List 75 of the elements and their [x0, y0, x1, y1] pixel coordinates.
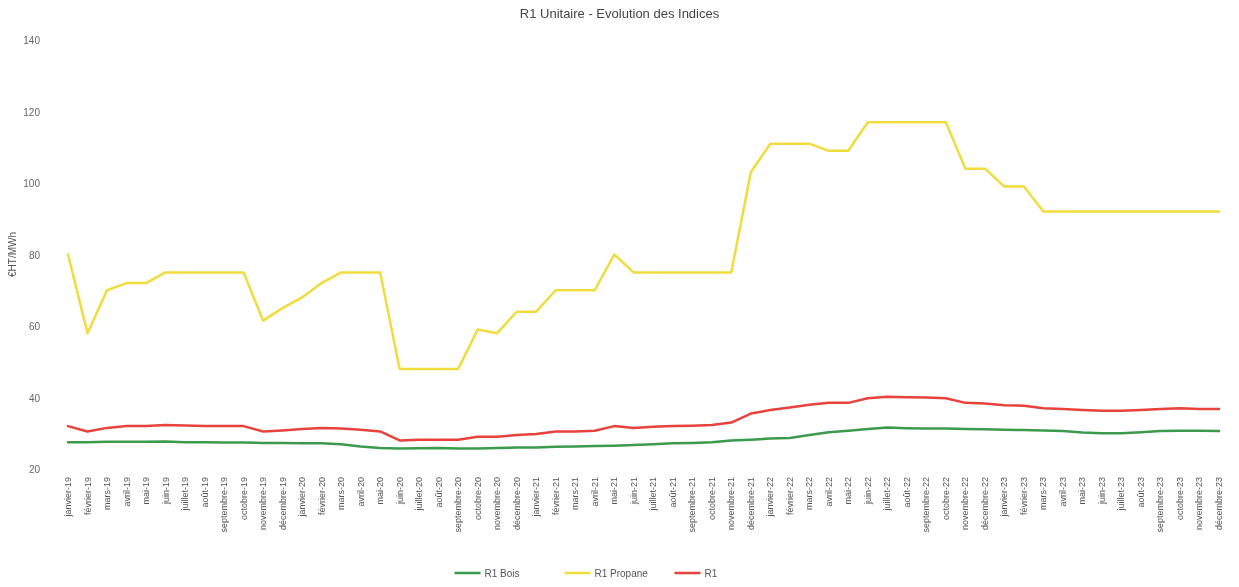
x-tick-label: août-19 [199, 477, 210, 508]
x-tick-label: juillet-23 [1116, 477, 1127, 512]
y-tick-label: 20 [28, 464, 41, 475]
x-tick-label: avril-19 [121, 477, 132, 507]
x-tick-label: juin-20 [394, 477, 405, 506]
x-tick-label: janvier-22 [765, 477, 776, 518]
chart-title: R1 Unitaire - Evolution des Indices [519, 6, 720, 21]
x-tick-label: décembre-22 [979, 477, 990, 531]
legend-label: R1 Propane [594, 568, 649, 579]
x-tick-label: avril-20 [355, 477, 366, 507]
x-tick-label: mai-21 [609, 477, 620, 505]
y-axis-title: €HT/MWh [7, 232, 18, 277]
x-tick-label: mai-20 [375, 477, 386, 505]
line-series [66, 395, 1221, 442]
legend-label: R1 [704, 568, 718, 579]
y-tick-label: 40 [28, 392, 41, 404]
x-tick-label: janvier-20 [297, 477, 308, 518]
y-tick-label: 120 [23, 106, 41, 118]
x-tick-label: novembre-20 [492, 477, 503, 531]
x-tick-label: novembre-19 [258, 477, 269, 531]
legend-label: R1 Bois [484, 568, 520, 579]
x-tick-label: mars-19 [102, 477, 113, 511]
x-tick-label: juillet-20 [414, 477, 425, 512]
x-tick-label: février-22 [784, 477, 795, 516]
x-tick-label: mai-22 [843, 477, 854, 505]
x-tick-label: mai-23 [1077, 477, 1088, 505]
x-tick-label: septembre-20 [453, 477, 464, 533]
x-tick-label: septembre-19 [219, 477, 230, 533]
y-tick-label: 100 [23, 178, 41, 189]
x-tick-label: novembre-21 [726, 477, 737, 531]
x-tick-label: décembre-23 [1214, 477, 1224, 531]
x-tick-label: février-23 [1018, 477, 1029, 516]
x-tick-label: avril-22 [823, 477, 834, 507]
x-tick-label: novembre-23 [1194, 477, 1205, 531]
x-tick-label: juillet-21 [648, 477, 659, 512]
x-tick-label: décembre-19 [277, 477, 288, 531]
x-tick-label: août-22 [901, 477, 912, 508]
x-tick-label: juin-21 [628, 477, 639, 506]
x-tick-label: mai-19 [141, 477, 152, 505]
x-tick-label: février-20 [316, 477, 327, 516]
x-tick-label: novembre-22 [960, 477, 971, 531]
x-tick-label: février-19 [82, 477, 93, 516]
x-tick-label: octobre-22 [940, 477, 951, 521]
x-tick-label: décembre-21 [745, 477, 756, 531]
x-tick-label: juillet-22 [882, 477, 893, 512]
x-tick-label: septembre-23 [1155, 477, 1166, 533]
x-tick-label: janvier-19 [63, 477, 73, 518]
x-tick-label: juillet-19 [180, 477, 191, 512]
x-tick-label: décembre-20 [511, 477, 522, 531]
x-tick-label: mars-20 [336, 477, 347, 511]
x-tick-label: mars-21 [570, 477, 581, 511]
y-tick-label: 60 [28, 321, 41, 332]
x-tick-label: octobre-19 [238, 477, 249, 521]
x-tick-label: octobre-20 [472, 477, 483, 521]
y-tick-label: 140 [23, 35, 41, 46]
x-tick-label: juin-19 [160, 477, 171, 506]
x-tick-label: mars-22 [804, 477, 815, 511]
x-tick-label: mars-23 [1038, 477, 1049, 511]
x-tick-label: août-23 [1135, 477, 1146, 508]
line-series [66, 120, 1221, 371]
x-tick-label: février-21 [550, 477, 561, 516]
x-tick-label: septembre-22 [921, 477, 932, 533]
x-tick-label: octobre-23 [1174, 477, 1185, 521]
y-tick-label: 80 [28, 249, 41, 261]
x-tick-label: septembre-21 [687, 477, 698, 533]
x-tick-label: octobre-21 [706, 477, 717, 521]
x-tick-label: avril-23 [1057, 477, 1068, 507]
x-tick-label: août-20 [433, 477, 444, 508]
line-series [66, 426, 1221, 450]
x-tick-label: avril-21 [589, 477, 600, 507]
x-tick-label: juin-22 [862, 477, 873, 506]
x-tick-label: août-21 [667, 477, 678, 508]
x-tick-label: janvier-21 [531, 477, 542, 518]
x-tick-label: janvier-23 [999, 477, 1010, 518]
x-tick-label: juin-23 [1096, 477, 1107, 506]
